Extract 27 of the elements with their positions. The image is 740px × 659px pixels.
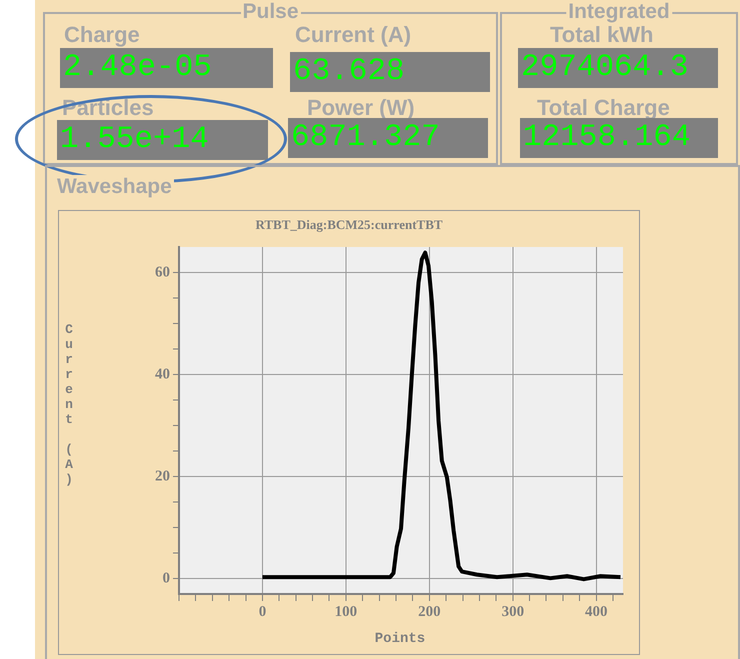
text: 2.48e-05 [60,48,273,88]
text: 12158.164 [520,118,718,158]
x-tick-label: 300 [502,604,524,620]
text: 63.628 [290,52,490,92]
text: Current (A) [65,322,73,487]
x-tick-label: 100 [334,604,358,620]
y-tick-label: 0 [162,570,170,587]
x-tick-label: 0 [258,604,266,620]
x-tick-label: 200 [418,604,441,620]
text: Power (W) [307,95,415,121]
text: Particles [62,95,154,121]
chart-title: RTBT_Diag:BCM25:currentTBT [254,217,444,233]
y-tick-label: 20 [155,468,170,485]
text: 6871.327 [288,118,488,158]
text: Total kWh [550,22,654,48]
text: Integrated [566,0,672,24]
chart-subtitle: Waveshape [55,175,174,199]
text: 1.55e+14 [57,120,268,160]
text: Charge [64,22,140,48]
text: 2974064.3 [518,48,718,88]
x-tick-label: 400 [585,604,608,620]
y-tick-label: 60 [155,264,170,280]
text: Current (A) [295,22,412,48]
text: Pulse [240,0,301,24]
x-axis-title: Points [374,631,426,647]
text: Total Charge [537,95,670,121]
y-tick-label: 40 [155,366,170,382]
